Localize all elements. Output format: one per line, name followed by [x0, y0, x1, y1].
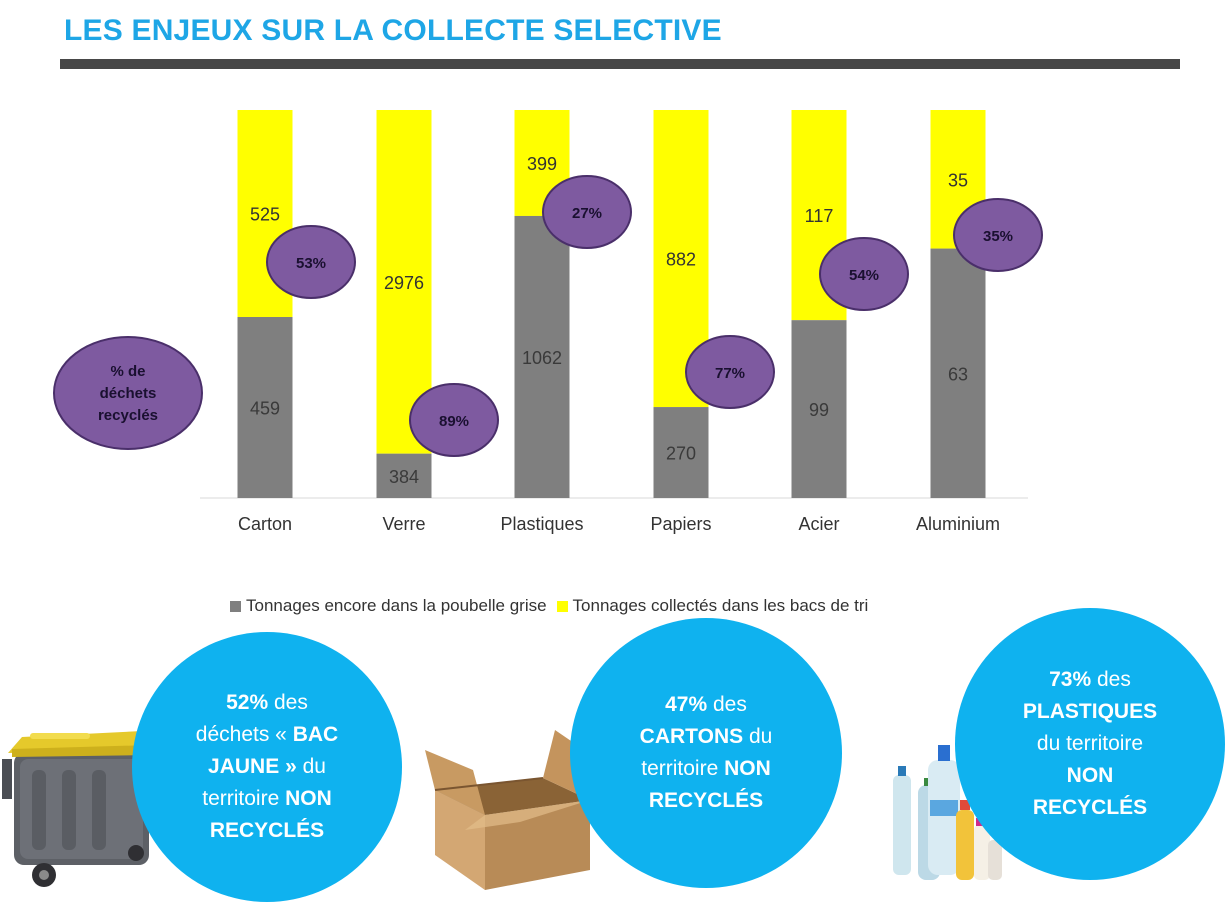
bubble-line: territoire NON [196, 783, 338, 815]
info-bubble-plastiques: 73% des PLASTIQUES du territoire NON RECYCLÉ… [955, 608, 1225, 880]
info-bubble-cartons: 47% des CARTONS du territoire NON RECYCLÉS [570, 618, 842, 888]
bar-poubelle-verre [376, 453, 432, 498]
bubble-run: du [743, 725, 773, 748]
pct-legend-line-1: % de [110, 363, 145, 380]
pct-label-verre: 89% [439, 413, 469, 430]
bubble-line: déchets « BAC [196, 719, 338, 751]
pct-legend-bubble [53, 336, 203, 450]
legend-item-grey: Tonnages encore dans la poubelle grise [230, 596, 547, 616]
data-label-collecte-verre: 2976 [384, 273, 424, 293]
bubble-line: NON [1023, 760, 1157, 792]
bar-poubelle-aluminium [930, 248, 986, 498]
legend-swatch-yellow [556, 600, 568, 612]
bubble-line: RECYCLÉS [196, 815, 338, 847]
bubble-text: 73% des PLASTIQUES du territoire NON RECYCLÉ… [1023, 664, 1157, 824]
bubble-emphasis: 52% [226, 691, 269, 714]
bubble-run: territoire [202, 787, 286, 810]
bar-poubelle-carton [237, 317, 293, 498]
info-bubble-bac-jaune: 52% des déchets « BAC JAUNE » du territoire… [132, 632, 402, 902]
bubble-run: territoire [641, 757, 725, 780]
legend-swatch-grey [230, 600, 241, 612]
bubble-run: du [296, 755, 326, 778]
bubble-emphasis: PLASTIQUES [1022, 700, 1158, 723]
bubble-emphasis: 73% [1049, 668, 1092, 691]
bubble-line: territoire NON [640, 753, 773, 785]
x-tick-label-papiers: Papiers [650, 514, 711, 534]
bubble-emphasis: RECYCLÉS [1032, 796, 1148, 819]
data-label-poubelle-papiers: 270 [666, 444, 696, 464]
bubble-line: 52% des [196, 687, 338, 719]
pct-bubble-acier [819, 237, 909, 311]
bubble-run: du territoire [1036, 732, 1144, 755]
bubble-emphasis: BAC [292, 723, 339, 746]
bar-poubelle-papiers [653, 407, 709, 498]
bubble-emphasis: 47% [665, 693, 708, 716]
bubble-run: des [268, 691, 308, 714]
chart-legend: Tonnages encore dans la poubelle grise T… [230, 596, 878, 616]
bubble-emphasis: NON [1066, 764, 1114, 787]
bubble-emphasis: CARTONS [639, 725, 744, 748]
x-tick-label-acier: Acier [798, 514, 839, 534]
pct-label-acier: 54% [849, 267, 879, 284]
pct-bubble-verre [409, 383, 499, 457]
x-tick-label-aluminium: Aluminium [916, 514, 1000, 534]
bubble-line: JAUNE » du [196, 751, 338, 783]
x-tick-label-plastiques: Plastiques [500, 514, 583, 534]
x-tick-label-carton: Carton [238, 514, 292, 534]
data-label-poubelle-plastiques: 1062 [522, 348, 562, 368]
page-title: LES ENJEUX SUR LA COLLECTE SELECTIVE [64, 14, 722, 47]
bubble-text: 52% des déchets « BAC JAUNE » du territoire… [196, 687, 338, 847]
data-label-poubelle-aluminium: 63 [948, 364, 968, 384]
bubble-line: CARTONS du [640, 721, 773, 753]
bubble-line: RECYCLÉS [1023, 792, 1157, 824]
data-label-poubelle-carton: 459 [250, 399, 280, 419]
pct-bubble-plastiques [542, 175, 632, 249]
bubble-run: des [1091, 668, 1131, 691]
bubble-line: 73% des [1023, 664, 1157, 696]
stacked-bar-chart: 525 459 Carton 53% 2976 384 Verre 89% 399 1062 Pla… [53, 110, 1043, 534]
pct-bubble-carton [266, 225, 356, 299]
data-label-collecte-plastiques: 399 [527, 154, 557, 174]
data-label-collecte-papiers: 882 [666, 250, 696, 270]
bar-poubelle-plastiques [514, 215, 570, 498]
yellow-lid-bin-icon [2, 731, 154, 887]
bubble-emphasis: NON [285, 787, 332, 810]
pct-bubble-papiers [685, 335, 775, 409]
legend-item-yellow: Tonnages collectés dans les bacs de tri [556, 596, 869, 616]
pct-label-aluminium: 35% [983, 228, 1013, 245]
legend-label-grey: Tonnages encore dans la poubelle grise [246, 596, 547, 615]
bar-poubelle-acier [791, 320, 847, 498]
plastic-bottles-icon [893, 745, 1002, 880]
title-divider [60, 59, 1180, 69]
pct-bubble-aluminium [953, 198, 1043, 272]
bubble-run: déchets « [195, 723, 293, 746]
bubble-emphasis: RECYCLÉS [648, 789, 764, 812]
pct-label-plastiques: 27% [572, 205, 602, 222]
bubble-line: PLASTIQUES [1023, 696, 1157, 728]
pct-legend-line-2: déchets [100, 385, 157, 402]
pct-label-carton: 53% [296, 255, 326, 272]
bubble-emphasis: JAUNE » [208, 755, 297, 778]
bubble-line: RECYCLÉS [640, 785, 773, 817]
data-label-poubelle-acier: 99 [809, 400, 829, 420]
bubble-run: des [707, 693, 747, 716]
x-tick-label-verre: Verre [382, 514, 425, 534]
data-label-poubelle-verre: 384 [389, 467, 419, 487]
data-label-collecte-aluminium: 35 [948, 170, 968, 190]
legend-label-yellow: Tonnages collectés dans les bacs de tri [572, 596, 869, 615]
cardboard-box-icon [425, 730, 593, 890]
data-label-collecte-acier: 117 [805, 206, 834, 226]
pct-legend-line-3: recyclés [98, 407, 158, 424]
bubble-line: du territoire [1023, 728, 1157, 760]
bubble-emphasis: NON [724, 757, 771, 780]
bubble-text: 47% des CARTONS du territoire NON RECYCLÉS [640, 689, 773, 817]
bubble-emphasis: RECYCLÉS [209, 819, 325, 842]
bubble-line: 47% des [640, 689, 773, 721]
data-label-collecte-carton: 525 [250, 205, 280, 225]
pct-label-papiers: 77% [715, 365, 745, 382]
